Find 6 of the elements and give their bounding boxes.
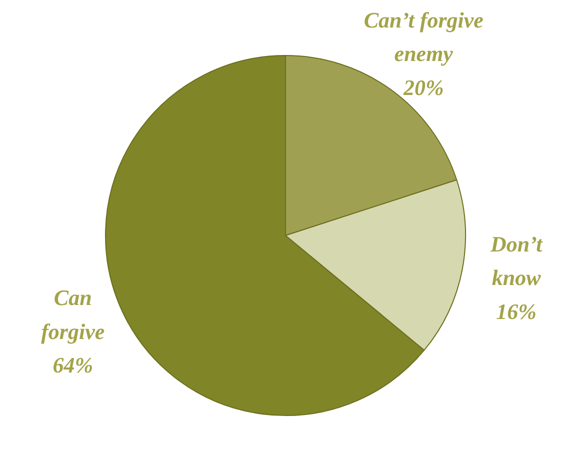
data-label: 16% bbox=[496, 298, 537, 324]
data-label: 64% bbox=[52, 352, 94, 378]
data-label: 20% bbox=[402, 74, 444, 100]
slice-label: Can forgive bbox=[41, 285, 105, 344]
slice-label: Don’t know bbox=[489, 231, 544, 290]
slice-label: Can’t forgive enemy bbox=[364, 7, 484, 66]
